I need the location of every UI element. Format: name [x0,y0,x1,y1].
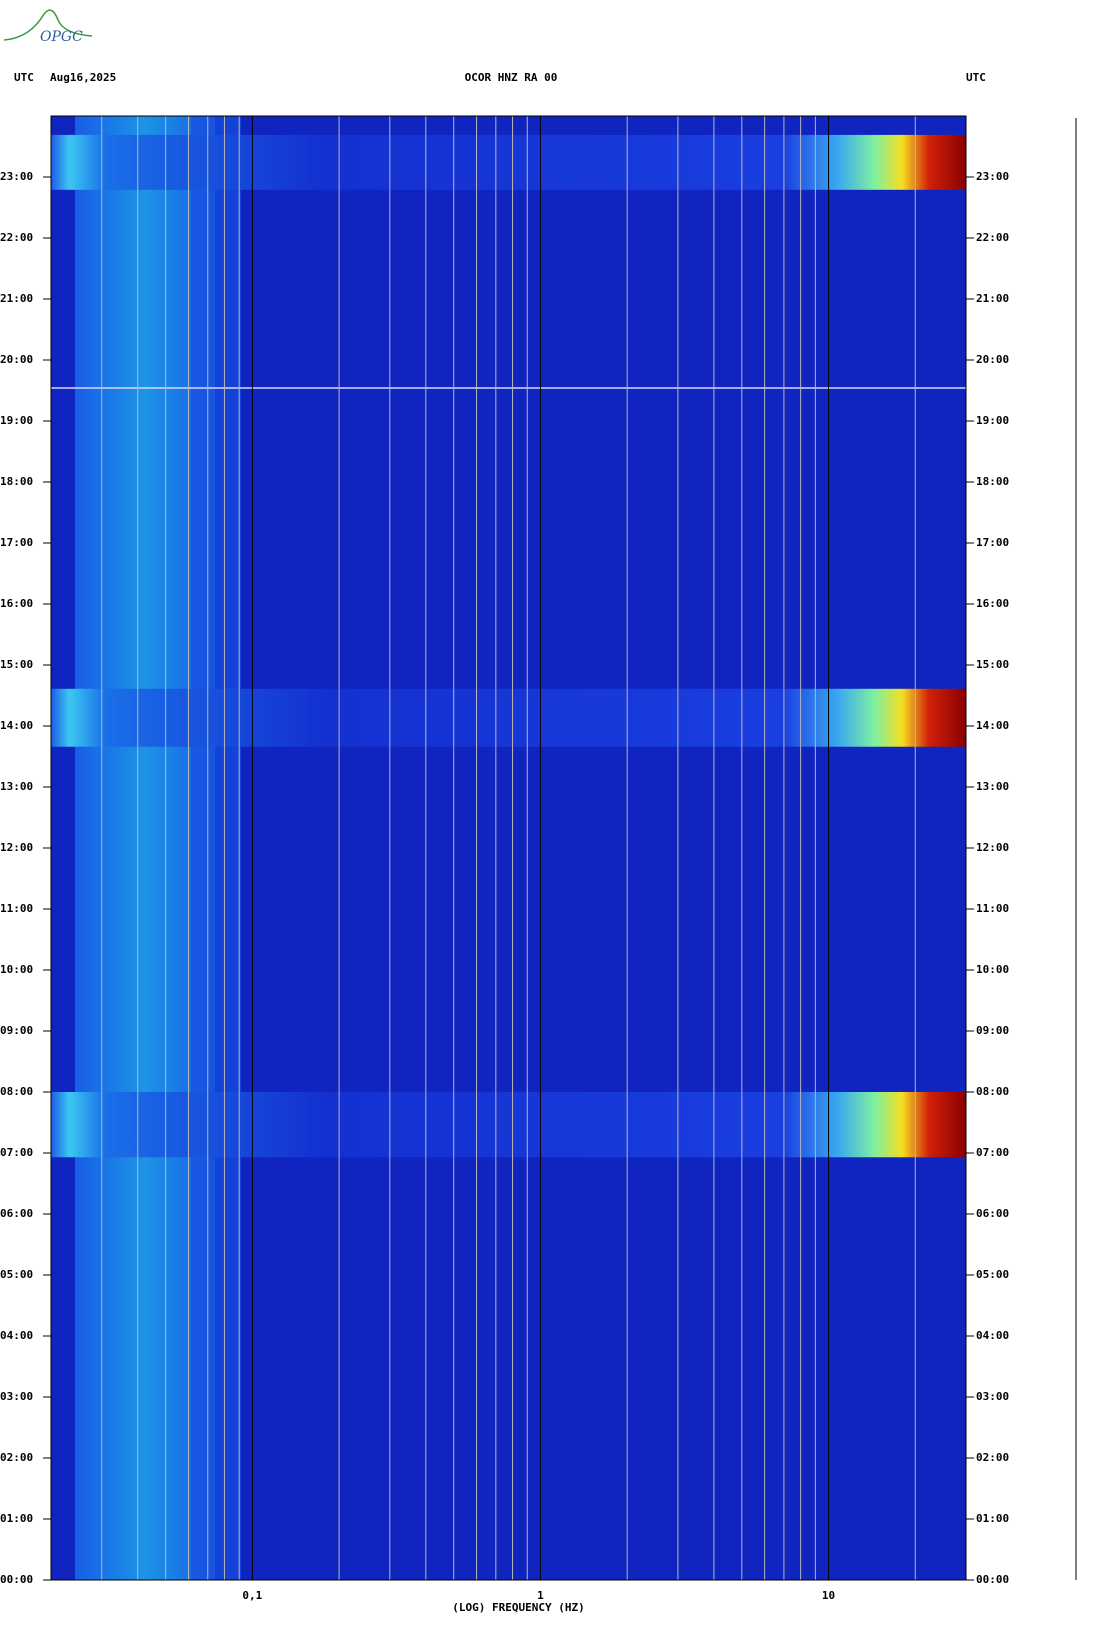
y-tick-label-right: 04:00 [976,1329,1009,1342]
y-tick-label-right: 14:00 [976,719,1009,732]
y-tick-label-right: 21:00 [976,292,1009,305]
y-tick-label: 11:00 [0,902,33,915]
y-tick-label: 01:00 [0,1512,33,1525]
y-tick-label: 15:00 [0,658,33,671]
y-tick-label-right: 18:00 [976,475,1009,488]
x-tick-label: 10 [822,1589,835,1602]
header-station: OCOR HNZ RA 00 [465,71,558,84]
x-tick-label: 1 [537,1589,544,1602]
y-tick-label-right: 10:00 [976,963,1009,976]
y-tick-label-right: 11:00 [976,902,1009,915]
y-tick-label: 08:00 [0,1085,33,1098]
header-left: UTC [14,71,34,84]
y-tick-label-right: 00:00 [976,1573,1009,1586]
y-tick-label: 09:00 [0,1024,33,1037]
y-tick-label: 07:00 [0,1146,33,1159]
header-date: Aug16,2025 [50,71,116,84]
burst [51,134,966,190]
low-frequency-band [191,116,241,1580]
y-tick-label: 20:00 [0,353,33,366]
y-tick-label-right: 01:00 [976,1512,1009,1525]
y-tick-label: 12:00 [0,841,33,854]
y-tick-label: 14:00 [0,719,33,732]
y-tick-label: 13:00 [0,780,33,793]
y-tick-label-right: 12:00 [976,841,1009,854]
y-tick-label: 22:00 [0,231,33,244]
y-tick-label: 05:00 [0,1268,33,1281]
logo-mark [3,9,93,41]
y-tick-label-right: 23:00 [976,170,1009,183]
y-tick-label-right: 07:00 [976,1146,1009,1159]
y-tick-label-right: 05:00 [976,1268,1009,1281]
y-tick-label: 16:00 [0,597,33,610]
burst [51,1092,966,1158]
y-tick-label-right: 06:00 [976,1207,1009,1220]
y-tick-label-right: 02:00 [976,1451,1009,1464]
y-tick-label-right: 16:00 [976,597,1009,610]
y-tick-label-right: 22:00 [976,231,1009,244]
y-tick-label: 17:00 [0,536,33,549]
burst [51,688,966,747]
y-tick-label-right: 03:00 [976,1390,1009,1403]
y-tick-label-right: 19:00 [976,414,1009,427]
y-tick-label: 18:00 [0,475,33,488]
header-right: UTC [966,71,986,84]
y-tick-label-right: 13:00 [976,780,1009,793]
y-tick-label: 21:00 [0,292,33,305]
y-tick-label: 10:00 [0,963,33,976]
plot: 0,1 1 10 00:00 00:00 01:00 01:00 02:00 02:00 03:0… [0,115,1009,1614]
y-tick-label-right: 08:00 [976,1085,1009,1098]
x-axis-label: (LOG) FREQUENCY (HZ) [452,1601,584,1614]
y-tick-label-right: 20:00 [976,353,1009,366]
y-tick-label-right: 09:00 [976,1024,1009,1037]
y-tick-label-right: 17:00 [976,536,1009,549]
y-tick-label: 23:00 [0,170,33,183]
y-tick-label: 00:00 [0,1573,33,1586]
y-tick-label: 04:00 [0,1329,33,1342]
y-tick-label: 02:00 [0,1451,33,1464]
y-tick-label: 19:00 [0,414,33,427]
y-tick-label-right: 15:00 [976,658,1009,671]
logo: OPGC [40,29,83,45]
y-tick-label: 03:00 [0,1390,33,1403]
y-tick-label: 06:00 [0,1207,33,1220]
x-tick-label: 0,1 [242,1589,262,1602]
